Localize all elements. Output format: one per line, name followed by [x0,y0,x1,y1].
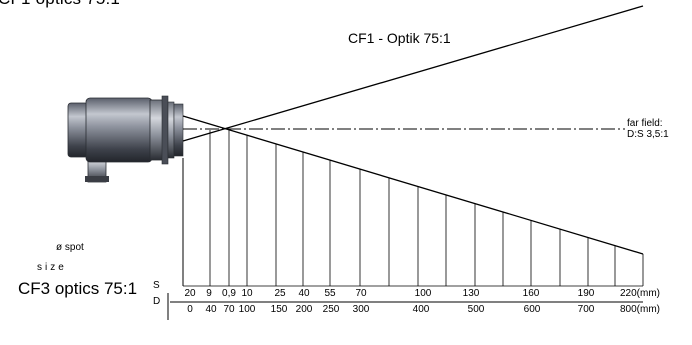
d-value: 250 [323,304,340,315]
far-field-line2: D:S 3,5:1 [627,129,669,140]
beam-lower-line [182,115,644,255]
sensor-icon [67,95,184,183]
d-value: 600 [524,304,541,315]
d-value: 150 [271,304,288,315]
s-value: 20 [184,288,196,299]
s-value: 55 [324,288,336,299]
spot-label-line1: ø spot [56,242,84,253]
s-value: 130 [463,288,480,299]
s-row-label: S [153,280,160,291]
s-value: 40 [298,288,310,299]
spot-size-values: 20 9 0,9 10 25 40 55 70 100 130 160 190 220(mm) [184,288,660,299]
d-value: 800(mm) [620,304,660,315]
top-caption: CF1 optics 75:1 [0,0,120,9]
far-field-line1: far field: [627,118,663,129]
spot-size-lines [209,129,644,286]
d-value: 400 [413,304,430,315]
beam-lines [182,5,644,255]
d-value: 40 [205,304,217,315]
d-value: 70 [223,304,235,315]
spot-label-line2: size [37,262,67,273]
d-value: 500 [468,304,485,315]
s-value: 25 [274,288,286,299]
s-value: 0,9 [222,288,236,299]
s-value: 70 [355,288,367,299]
bottom-caption: CF3 optics 75:1 [18,279,138,298]
distance-values: 0 40 70 100 150 200 250 300 400 500 600 700 800(mm) [187,304,660,315]
s-value: 220(mm) [620,288,660,299]
d-value: 100 [239,304,256,315]
s-value: 10 [241,288,253,299]
diagram-title: CF1 - Optik 75:1 [348,30,451,46]
d-value: 0 [187,304,193,315]
s-value: 9 [206,288,212,299]
s-value: 160 [523,288,540,299]
far-field-label: far field: D:S 3,5:1 [627,118,669,140]
d-value: 300 [353,304,370,315]
s-value: 100 [415,288,432,299]
s-value: 190 [578,288,595,299]
beam-upper-line [182,5,644,142]
d-value: 700 [578,304,595,315]
d-value: 200 [296,304,313,315]
spot-size-label: ø spot size [37,238,84,278]
d-row-label: D [153,296,161,307]
